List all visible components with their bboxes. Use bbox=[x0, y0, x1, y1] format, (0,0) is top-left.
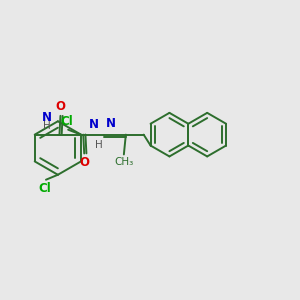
Text: N: N bbox=[42, 111, 52, 124]
Text: CH₃: CH₃ bbox=[114, 158, 134, 167]
Text: H: H bbox=[43, 121, 50, 131]
Text: Cl: Cl bbox=[61, 115, 74, 128]
Text: N: N bbox=[88, 118, 99, 131]
Text: H: H bbox=[95, 140, 103, 150]
Text: O: O bbox=[56, 100, 65, 113]
Text: O: O bbox=[79, 156, 89, 170]
Text: N: N bbox=[106, 117, 116, 130]
Text: Cl: Cl bbox=[39, 182, 51, 195]
